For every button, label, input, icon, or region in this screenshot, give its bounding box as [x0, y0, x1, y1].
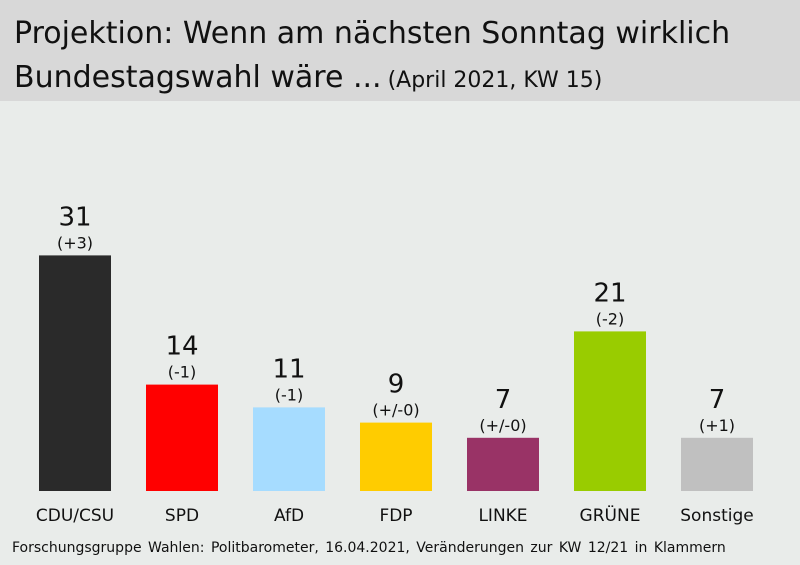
bar-linke: [467, 437, 539, 491]
value-label-sonstige: 7: [709, 385, 726, 415]
bar-gr-ne: [574, 331, 646, 491]
bar-afd: [253, 407, 325, 491]
change-label-gr-ne: (-2): [596, 309, 624, 328]
source-note: Forschungsgruppe Wahlen: Politbarometer,…: [12, 540, 726, 556]
category-label-sonstige: Sonstige: [680, 506, 753, 526]
change-label-afd: (-1): [275, 385, 303, 404]
category-label-afd: AfD: [274, 506, 304, 526]
change-label-cdu-csu: (+3): [57, 233, 93, 252]
category-label-linke: LINKE: [478, 506, 527, 526]
value-label-linke: 7: [495, 385, 512, 415]
chart-title-line-2: Bundestagswahl wäre ... (April 2021, KW 1…: [14, 60, 602, 99]
category-label-cdu-csu: CDU/CSU: [36, 506, 114, 526]
chart-title-line-1: Projektion: Wenn am nächsten Sonntag wir…: [14, 16, 731, 51]
value-label-gr-ne: 21: [593, 278, 626, 308]
bar-cdu-csu: [39, 255, 111, 491]
bar-spd: [146, 384, 218, 491]
value-label-spd: 14: [165, 332, 198, 362]
chart-subtitle: (April 2021, KW 15): [387, 68, 603, 93]
bar-chart: 31(+3)CDU/CSU14(-1)SPD11(-1)AfD9(+/-0)FD…: [36, 202, 754, 526]
value-label-cdu-csu: 31: [58, 202, 91, 232]
change-label-linke: (+/-0): [479, 416, 526, 435]
change-label-fdp: (+/-0): [372, 401, 419, 420]
chart-title-line-2-text: Bundestagswahl wäre ...: [14, 60, 382, 95]
chart-header: Projektion: Wenn am nächsten Sonntag wir…: [0, 0, 800, 101]
change-label-spd: (-1): [168, 363, 196, 382]
change-label-sonstige: (+1): [699, 416, 735, 435]
category-label-spd: SPD: [165, 506, 199, 526]
bar-sonstige: [681, 437, 753, 491]
bar-fdp: [360, 422, 432, 491]
value-label-fdp: 9: [388, 370, 405, 400]
value-label-afd: 11: [272, 354, 305, 384]
category-label-fdp: FDP: [379, 506, 412, 526]
category-label-gr-ne: GRÜNE: [580, 504, 641, 526]
